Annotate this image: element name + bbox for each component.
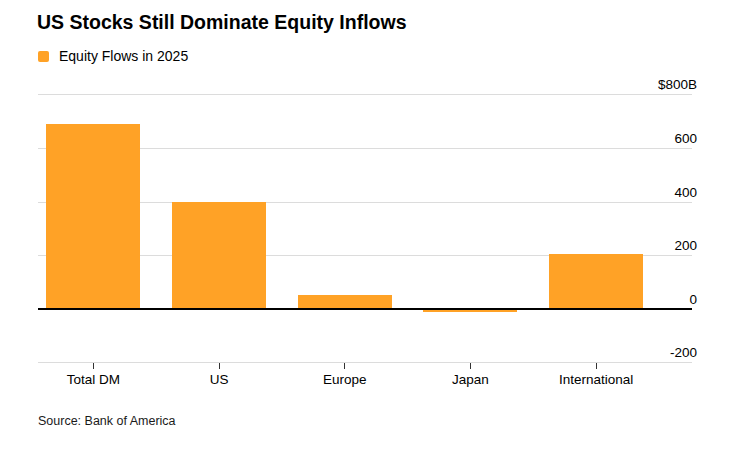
x-axis-tick-us (219, 363, 220, 369)
bar-us (172, 202, 266, 309)
y-axis-label-0: 0 (627, 292, 697, 308)
zero-axis-line (38, 308, 692, 310)
x-axis-tick-total-dm (93, 363, 94, 369)
x-axis-label-japan: Japan (408, 371, 534, 389)
plot-area: $800B 600 400 200 0 -200 Total DMUSEuropeJapan… (0, 0, 730, 452)
x-axis-label-us: US (156, 371, 282, 389)
y-axis-label-800: $800B (627, 77, 697, 93)
x-axis-tick-international (596, 363, 597, 369)
x-axis-label-total-dm: Total DM (31, 371, 157, 389)
chart-card: US Stocks Still Dominate Equity Inflows … (0, 0, 730, 452)
x-axis-label-international: International (533, 371, 659, 389)
source-attribution: Source: Bank of America (38, 414, 176, 428)
y-axis-label--200: -200 (627, 345, 697, 361)
y-axis-label-400: 400 (627, 185, 697, 201)
y-axis-label-600: 600 (627, 131, 697, 147)
x-axis-label-europe: Europe (282, 371, 408, 389)
bar-total-dm (46, 124, 140, 309)
y-axis-label-200: 200 (627, 238, 697, 254)
gridline--200 (38, 362, 692, 363)
x-axis-tick-europe (344, 363, 345, 369)
bar-europe (298, 295, 392, 310)
x-axis-tick-japan (470, 363, 471, 369)
gridline-800 (38, 94, 692, 95)
